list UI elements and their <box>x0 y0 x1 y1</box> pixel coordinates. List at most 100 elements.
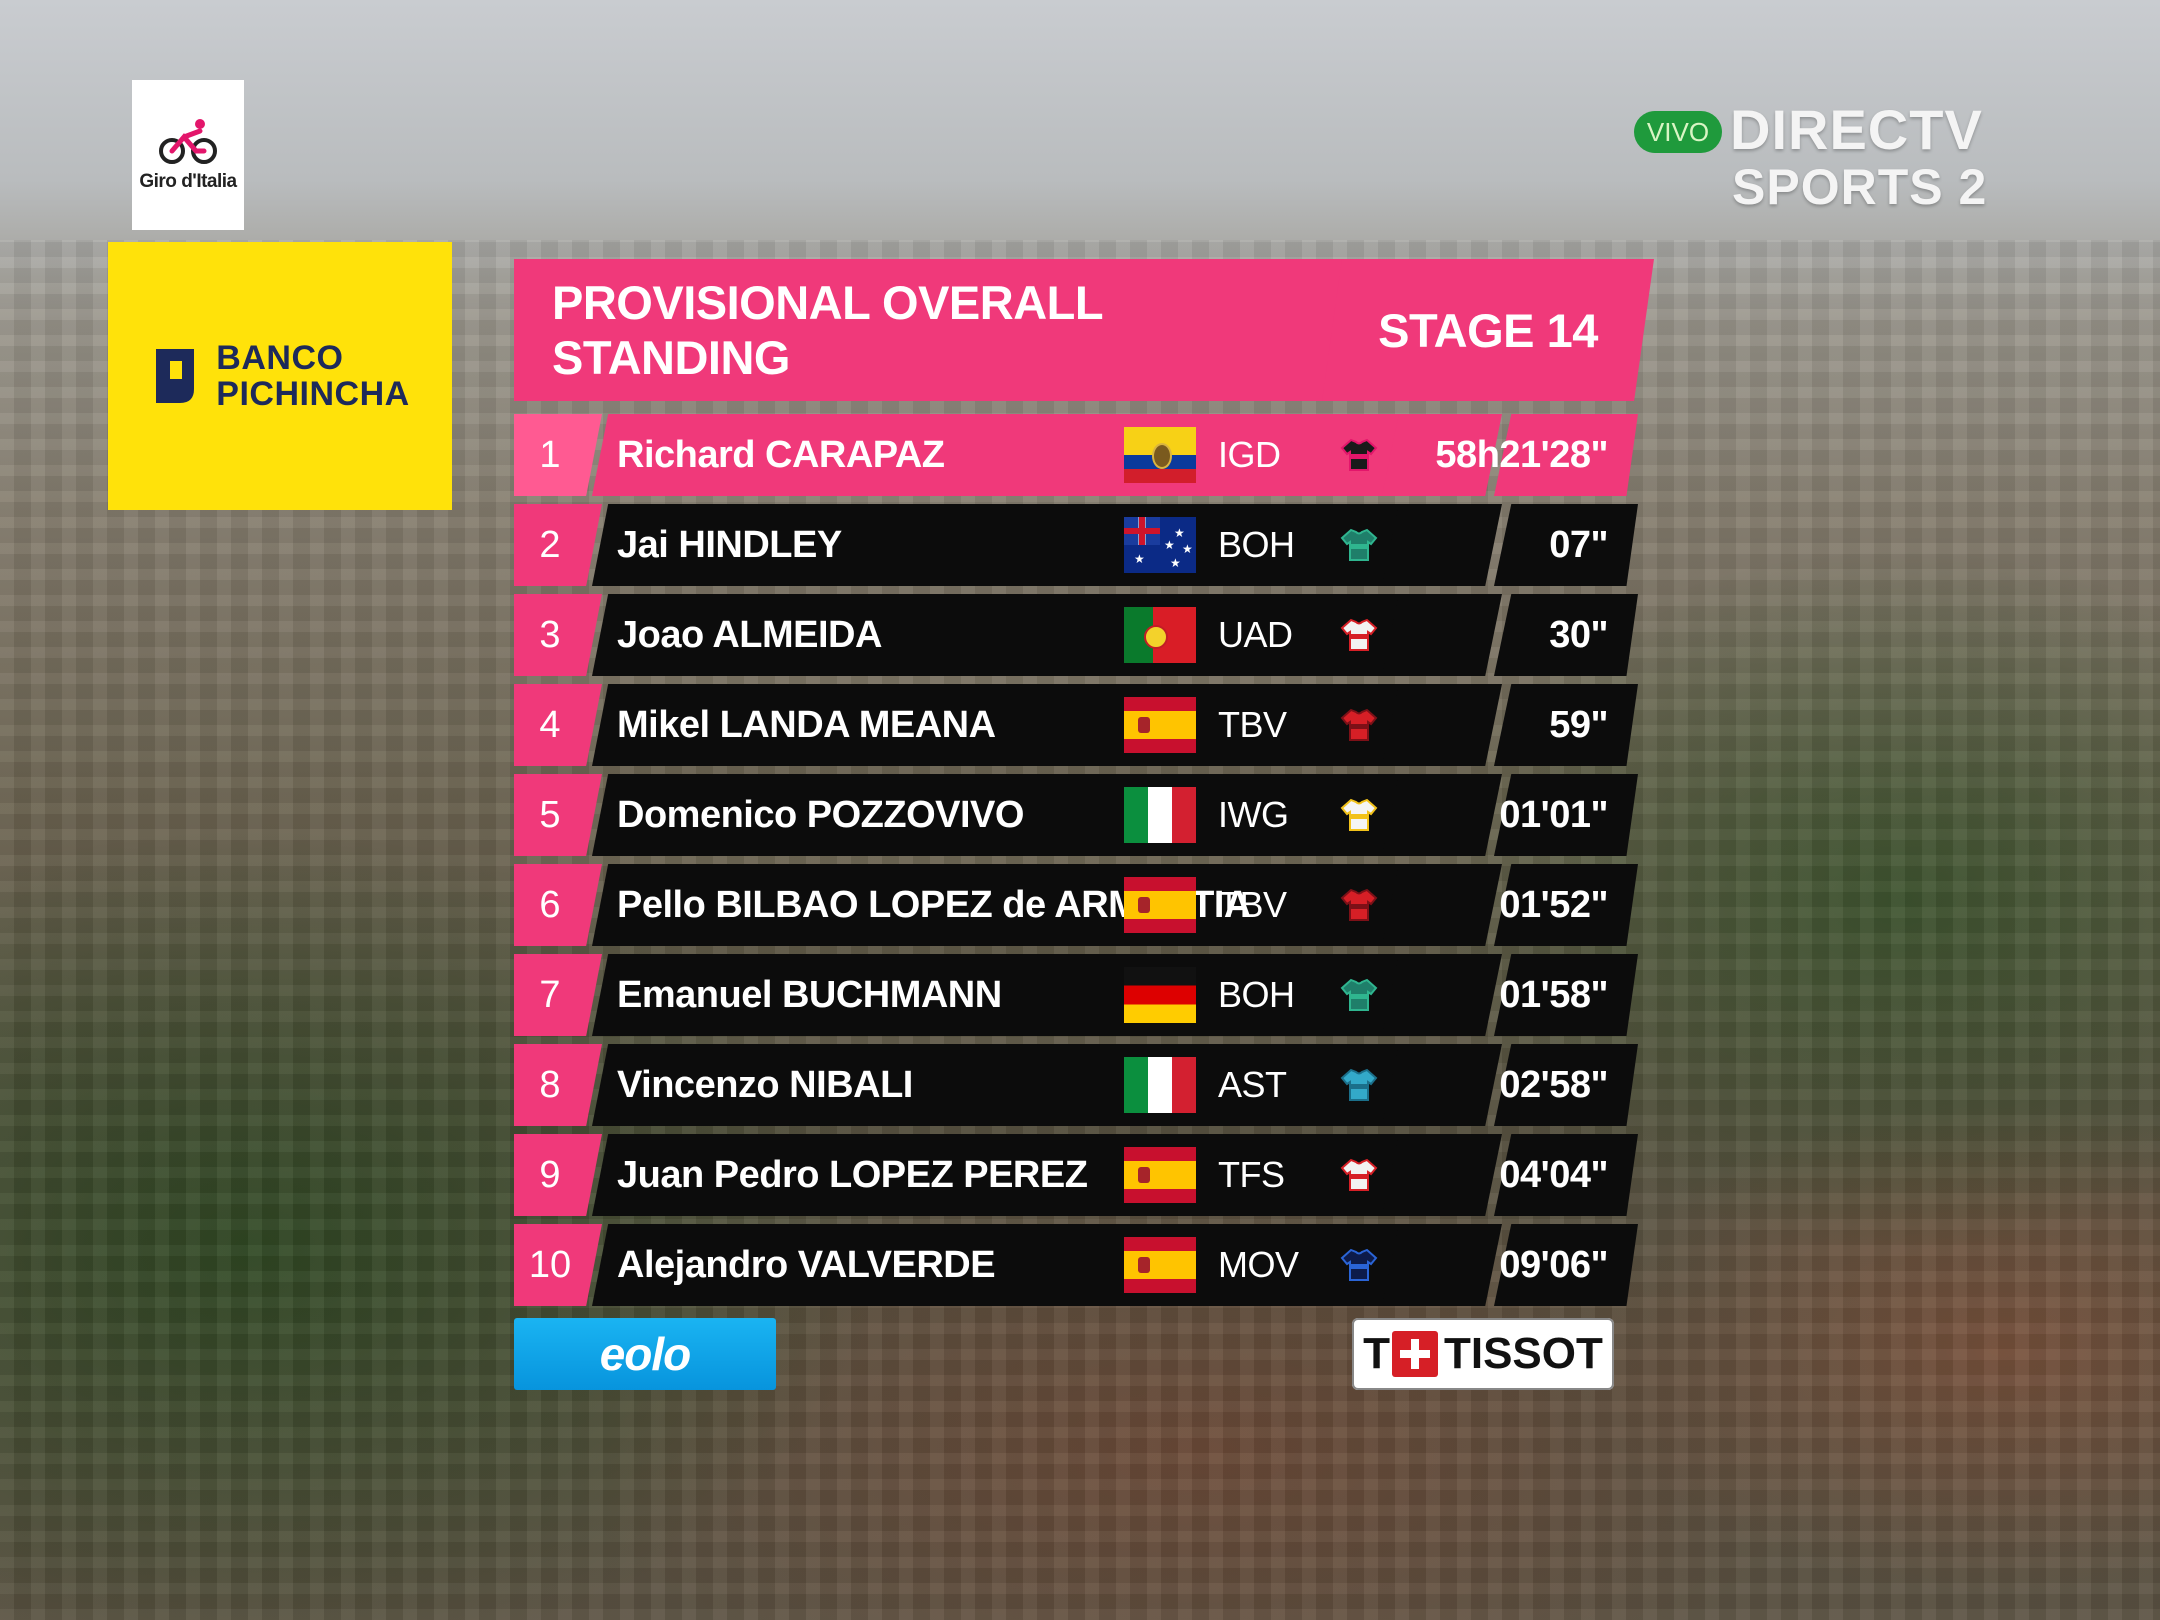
rider-name: Alejandro VALVERDE <box>617 1244 996 1286</box>
tissot-sponsor-logo: T TISSOT <box>1352 1318 1614 1390</box>
jersey-cell <box>1382 1224 1502 1306</box>
channel-name: DIRECTV <box>1730 98 1983 161</box>
banco-pichincha-sponsor: BANCO PICHINCHA <box>108 242 452 510</box>
standing-row: 8 Vincenzo NIBALI AST 02'58" <box>514 1044 1638 1126</box>
rank-cell <box>514 774 602 856</box>
portugal-flag <box>1124 607 1196 663</box>
team-code: IWG <box>1218 794 1289 835</box>
standing-row: 3 Joao ALMEIDA UAD 30" <box>514 594 1638 676</box>
stage-banner: STAGE 14 <box>1322 259 1654 401</box>
rank-number: 3 <box>539 614 561 656</box>
rider-name: Vincenzo NIBALI <box>617 1064 913 1106</box>
jersey-cell <box>1382 594 1502 676</box>
time-cell <box>1494 1224 1638 1306</box>
time-gap: 07" <box>1549 524 1608 566</box>
jersey-cell <box>1382 414 1502 496</box>
standing-row: 5 Domenico POZZOVIVO IWG 01'01" <box>514 774 1638 856</box>
standings-table: 1 Richard CARAPAZ IGD 58h21'28" 2 Jai HINDLEY… <box>514 414 1638 1314</box>
standing-row: 1 Richard CARAPAZ IGD 58h21'28" <box>514 414 1638 496</box>
rider-name: Joao ALMEIDA <box>617 614 882 656</box>
team-code: BOH <box>1218 974 1295 1015</box>
time-cell <box>1494 954 1638 1036</box>
time-cell <box>1494 864 1638 946</box>
rider-name: Jai HINDLEY <box>617 524 842 566</box>
time-gap: 01'58" <box>1499 974 1608 1016</box>
team-code: TBV <box>1218 704 1287 745</box>
giro-logo-text: Giro d'Italia <box>139 171 237 192</box>
rank-number: 2 <box>539 524 561 566</box>
australia-flag: ★ ★ ★ ★ ★ <box>1124 517 1196 573</box>
rank-cell <box>514 1224 602 1306</box>
jersey-white-red-icon <box>1340 1158 1378 1191</box>
standing-row: 2 Jai HINDLEY ★ ★ ★ ★ ★ BOH 07" <box>514 504 1638 586</box>
ecuador-flag <box>1124 427 1196 483</box>
time-cell <box>1494 504 1638 586</box>
team-code: IGD <box>1218 434 1281 475</box>
time-cell <box>1494 414 1638 496</box>
time-cell <box>1494 1044 1638 1126</box>
standings-title-banner: PROVISIONAL OVERALL STANDING <box>514 259 1348 401</box>
channel-number: SPORTS 2 <box>1732 159 1988 215</box>
sponsor-line-2: PICHINCHA <box>216 375 410 413</box>
sponsor-line-1: BANCO <box>216 339 344 377</box>
jersey-red-icon <box>1340 708 1378 741</box>
rank-cell <box>514 594 602 676</box>
spain-flag <box>1124 877 1196 933</box>
jersey-cell <box>1382 684 1502 766</box>
cyclist-icon <box>159 119 217 164</box>
rider-cell <box>592 1044 1400 1126</box>
rank-cell <box>514 684 602 766</box>
time-cell <box>1494 774 1638 856</box>
giro-ditalia-logo: Giro d'Italia <box>132 80 244 230</box>
rank-number: 6 <box>539 884 561 926</box>
rider-cell <box>592 1134 1400 1216</box>
team-code: TFS <box>1218 1154 1285 1195</box>
rider-cell <box>592 954 1400 1036</box>
rider-name: Emanuel BUCHMANN <box>617 974 1002 1016</box>
time-gap: 01'52" <box>1499 884 1608 926</box>
standings-title: PROVISIONAL OVERALL STANDING <box>552 276 1103 384</box>
rider-cell <box>592 1224 1400 1306</box>
time-cell <box>1494 594 1638 676</box>
standing-row: 4 Mikel LANDA MEANA TBV 59" <box>514 684 1638 766</box>
rider-name: Mikel LANDA MEANA <box>617 704 996 746</box>
jersey-white-yellow-icon <box>1340 798 1378 831</box>
team-code: MOV <box>1218 1244 1299 1285</box>
spain-flag <box>1124 1237 1196 1293</box>
time-cell <box>1494 1134 1638 1216</box>
rank-number: 4 <box>539 704 561 746</box>
italy-flag <box>1124 787 1196 843</box>
rank-cell <box>514 504 602 586</box>
germany-flag <box>1124 967 1196 1023</box>
time-gap: 58h21'28" <box>1435 434 1608 476</box>
time-gap: 09'06" <box>1499 1244 1608 1286</box>
jersey-teal-icon <box>1340 528 1378 561</box>
standing-row: 6 Pello BILBAO LOPEZ de ARMENTIA TBV 01'52" <box>514 864 1638 946</box>
rank-cell <box>514 954 602 1036</box>
standing-row: 7 Emanuel BUCHMANN BOH 01'58" <box>514 954 1638 1036</box>
eolo-sponsor-logo: eolo <box>514 1318 776 1390</box>
jersey-turquoise-icon <box>1340 1068 1378 1101</box>
jersey-white-red-icon <box>1340 618 1378 651</box>
swiss-cross-icon <box>1391 1331 1438 1377</box>
time-gap: 02'58" <box>1499 1064 1608 1106</box>
rank-number: 9 <box>539 1154 561 1196</box>
time-gap: 04'04" <box>1499 1154 1608 1196</box>
time-gap: 30" <box>1549 614 1608 656</box>
rank-number: 1 <box>539 434 561 476</box>
eolo-text: eolo <box>599 1328 692 1380</box>
banco-pichincha-icon <box>156 349 195 403</box>
rank-cell <box>514 1134 602 1216</box>
jersey-cell <box>1382 504 1502 586</box>
time-gap: 59" <box>1549 704 1608 746</box>
rider-cell <box>592 414 1400 496</box>
team-code: TBV <box>1218 884 1287 925</box>
spain-flag <box>1124 1147 1196 1203</box>
rider-cell <box>592 864 1400 946</box>
rider-name: Richard CARAPAZ <box>617 434 945 476</box>
time-gap: 01'01" <box>1499 794 1608 836</box>
spain-flag <box>1124 697 1196 753</box>
rank-number: 10 <box>528 1244 572 1286</box>
time-cell <box>1494 684 1638 766</box>
rider-cell <box>592 774 1400 856</box>
